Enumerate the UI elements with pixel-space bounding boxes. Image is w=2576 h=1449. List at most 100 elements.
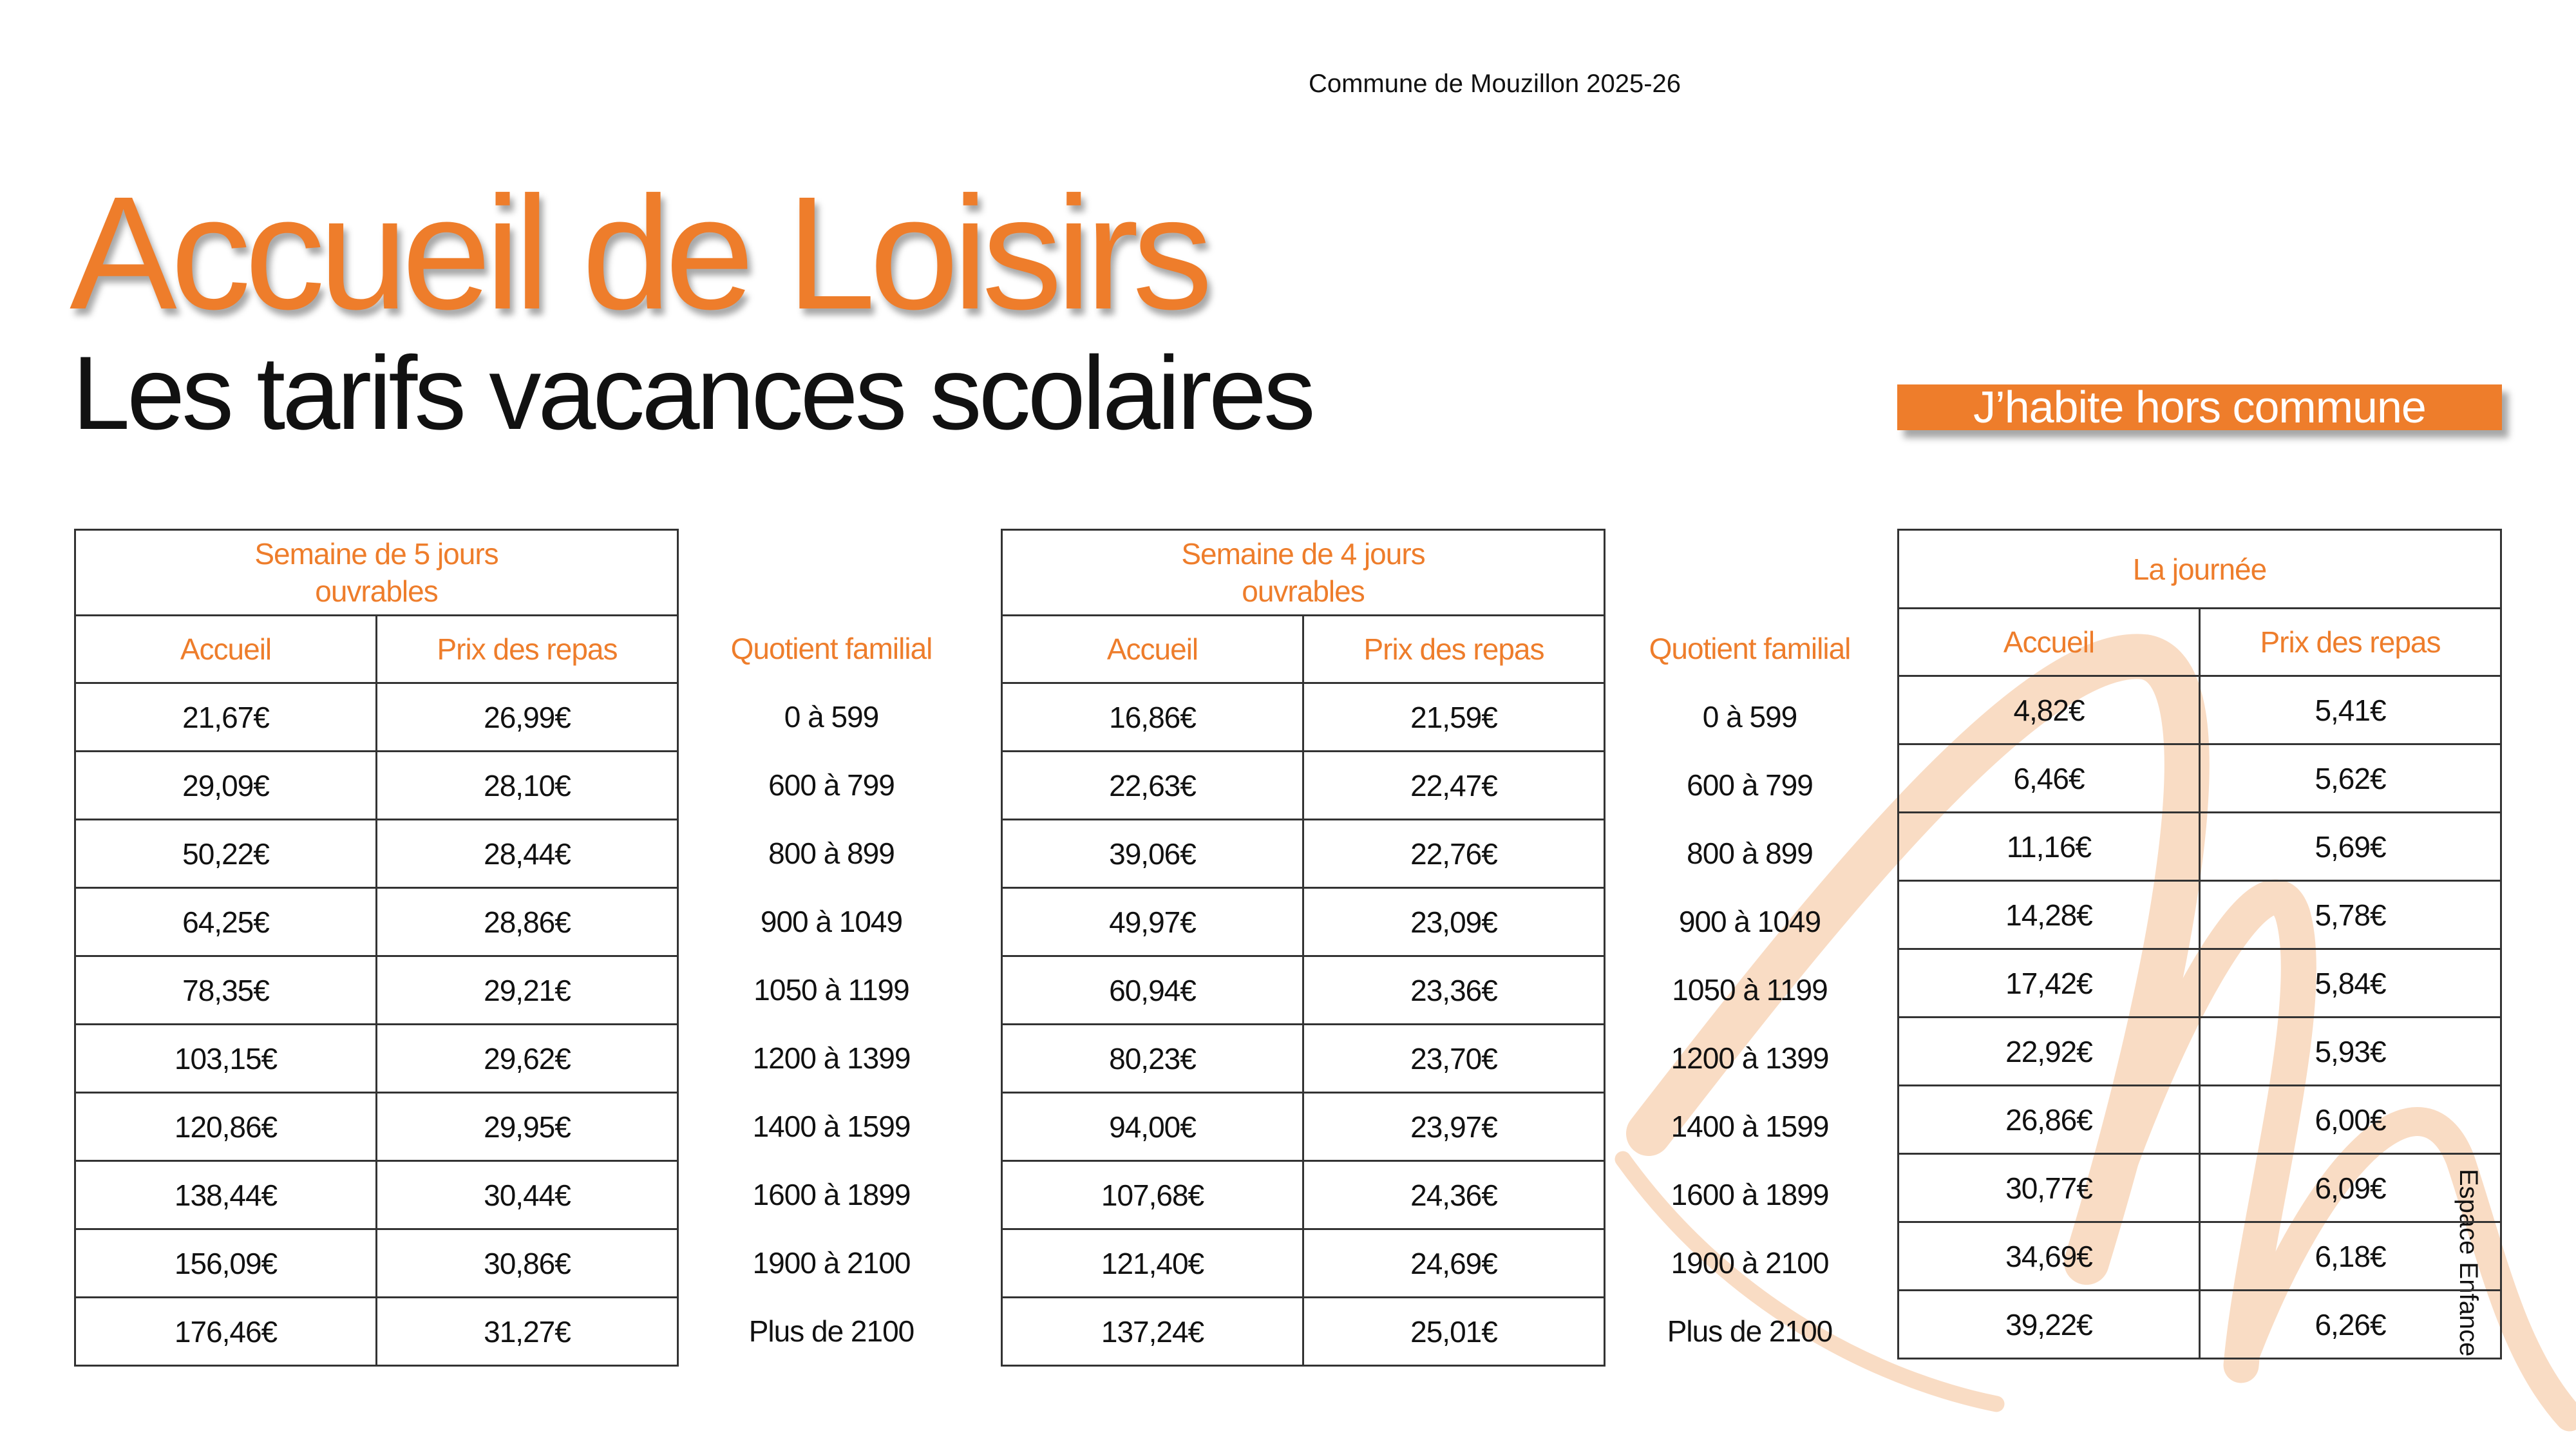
quotient-range: 1200 à 1399: [1671, 1041, 1830, 1075]
table-cell: 39,22€: [1897, 1289, 2201, 1359]
table-cell: 26,99€: [375, 682, 679, 752]
column-header: Prix des repas: [1302, 614, 1605, 684]
table-cell: 64,25€: [74, 887, 377, 957]
table-cell: 50,22€: [74, 819, 377, 889]
table-cell: 24,69€: [1302, 1228, 1605, 1298]
table-cell: 138,44€: [74, 1160, 377, 1230]
table-row: 4,82€ 5,41€: [1897, 675, 2502, 745]
table-cell: 29,09€: [74, 750, 377, 820]
table-cell: 29,62€: [375, 1023, 679, 1094]
price-table: Semaine de 5 jours ouvrables Accueil Prix d…: [74, 529, 679, 1367]
table-row: 64,25€ 28,86€: [74, 887, 679, 957]
table-cell: 120,86€: [74, 1092, 377, 1162]
table-row: 120,86€ 29,95€: [74, 1092, 679, 1162]
table-row: 50,22€ 28,44€: [74, 819, 679, 889]
quotient-range: 1400 à 1599: [1671, 1110, 1830, 1143]
table-row: 60,94€ 23,36€: [1001, 955, 1605, 1025]
table-row: 78,35€ 29,21€: [74, 955, 679, 1025]
table-cell: 78,35€: [74, 955, 377, 1025]
quotient-range: Plus de 2100: [748, 1314, 915, 1348]
group-row: Semaine de 4 jours ouvrables: [1001, 529, 1605, 616]
table-row: 80,23€ 23,70€: [1001, 1023, 1605, 1094]
quotient-range: 800 à 899: [768, 837, 895, 870]
table-cell: 5,84€: [2199, 948, 2502, 1018]
table-row: 22,92€ 5,93€: [1897, 1016, 2502, 1086]
table-row: 17,42€ 5,84€: [1897, 948, 2502, 1018]
group-header-line: ouvrables: [1242, 574, 1365, 608]
table-row: 39,22€ 6,26€: [1897, 1289, 2502, 1359]
table-cell: 6,26€: [2199, 1289, 2502, 1359]
table-cell: 25,01€: [1302, 1296, 1605, 1367]
table-cell: 30,44€: [375, 1160, 679, 1230]
quotient-range: 900 à 1049: [760, 905, 903, 938]
quotient-range: 1050 à 1199: [1672, 973, 1828, 1007]
table-row: 39,06€ 22,76€: [1001, 819, 1605, 889]
table-cell: 176,46€: [74, 1296, 377, 1367]
table-cell: 60,94€: [1001, 955, 1304, 1025]
table-cell: 6,09€: [2199, 1153, 2502, 1223]
table-cell: 29,21€: [375, 955, 679, 1025]
table-cell: 49,97€: [1001, 887, 1304, 957]
price-table: Semaine de 4 jours ouvrables Accueil Prix d…: [1001, 529, 1605, 1367]
table-row: 49,97€ 23,09€: [1001, 887, 1605, 957]
table-cell: 5,78€: [2199, 880, 2502, 950]
table-cell: 23,36€: [1302, 955, 1605, 1025]
table-row: 6,46€ 5,62€: [1897, 743, 2502, 813]
quotient-range: 0 à 599: [784, 700, 879, 734]
table-row: 22,63€ 22,47€: [1001, 750, 1605, 820]
table-cell: 34,69€: [1897, 1221, 2201, 1291]
organization: Commune de Mouzillon 2025-26: [1308, 70, 1681, 98]
price-table: La journée Accueil Prix des repas 4,82€ 5,41…: [1897, 529, 2502, 1359]
header-row: Accueil Prix des repas: [74, 614, 679, 684]
group-row: Semaine de 5 jours ouvrables: [74, 529, 679, 616]
table-row: 21,67€ 26,99€: [74, 682, 679, 752]
header-row: Accueil Prix des repas: [1001, 614, 1605, 684]
quotient-range: 0 à 599: [1702, 700, 1797, 734]
badge: J’habite hors commune: [1897, 384, 2502, 430]
table-cell: 103,15€: [74, 1023, 377, 1094]
quotient-range: 600 à 799: [1687, 768, 1814, 802]
table-cell: 24,36€: [1302, 1160, 1605, 1230]
group-header-line: Semaine de 4 jours: [1181, 537, 1425, 571]
quotient-column: Quotient familial 0 à 599 600 à 799 800 à 8…: [1608, 614, 1891, 1365]
quotient-range: 800 à 899: [1687, 837, 1814, 870]
table-row: 137,24€ 25,01€: [1001, 1296, 1605, 1367]
table-row: 30,77€ 6,09€: [1897, 1153, 2502, 1223]
table-cell: 31,27€: [375, 1296, 679, 1367]
table-cell: 23,70€: [1302, 1023, 1605, 1094]
quotient-header: Quotient familial: [1649, 632, 1852, 665]
table-cell: 5,62€: [2199, 743, 2502, 813]
quotient-header: Quotient familial: [730, 632, 933, 665]
table-cell: 22,92€: [1897, 1016, 2201, 1086]
column-header: Accueil: [74, 614, 377, 684]
quotient-range: 1900 à 2100: [1671, 1246, 1830, 1280]
table-row: 138,44€ 30,44€: [74, 1160, 679, 1230]
table-cell: 14,28€: [1897, 880, 2201, 950]
table-cell: 30,77€: [1897, 1153, 2201, 1223]
table-cell: 23,97€: [1302, 1092, 1605, 1162]
group-header-line: La journée: [2132, 552, 2267, 586]
table-cell: 28,86€: [375, 887, 679, 957]
table-cell: 6,46€: [1897, 743, 2201, 813]
table-cell: 121,40€: [1001, 1228, 1304, 1298]
table-cell: 5,41€: [2199, 675, 2502, 745]
table-row: 121,40€ 24,69€: [1001, 1228, 1605, 1298]
table-row: 26,86€ 6,00€: [1897, 1084, 2502, 1155]
table-cell: 23,09€: [1302, 887, 1605, 957]
table-row: 29,09€ 28,10€: [74, 750, 679, 820]
table-row: 34,69€ 6,18€: [1897, 1221, 2502, 1291]
table-cell: 5,69€: [2199, 811, 2502, 882]
quotient-range: 1600 à 1899: [1671, 1178, 1830, 1211]
table-cell: 29,95€: [375, 1092, 679, 1162]
quotient-column: Quotient familial 0 à 599 600 à 799 800 à 8…: [690, 614, 973, 1365]
column-header: Prix des repas: [2199, 607, 2502, 677]
table-cell: 28,44€: [375, 819, 679, 889]
quotient-range: 1200 à 1399: [752, 1041, 911, 1075]
table-cell: 6,00€: [2199, 1084, 2502, 1155]
table-row: 94,00€ 23,97€: [1001, 1092, 1605, 1162]
group-header: La journée: [1897, 529, 2502, 609]
quotient-range: 600 à 799: [768, 768, 895, 802]
table-cell: 21,67€: [74, 682, 377, 752]
quotient-range: 1400 à 1599: [752, 1110, 911, 1143]
table-cell: 28,10€: [375, 750, 679, 820]
